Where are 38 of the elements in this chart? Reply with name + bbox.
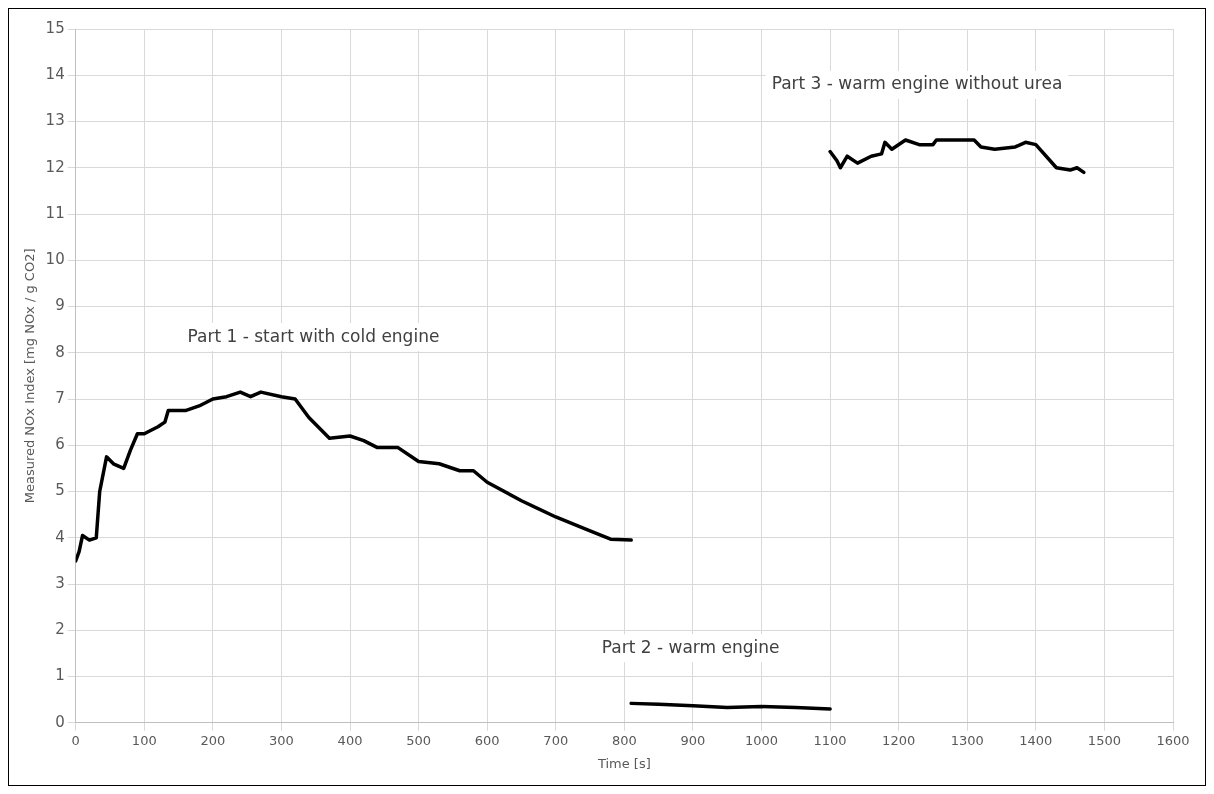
y-tick-label: 13 (45, 111, 65, 130)
y-tick-label: 12 (45, 157, 65, 176)
y-tick-label: 8 (55, 342, 65, 361)
y-tick-label: 6 (55, 435, 65, 454)
y-tick-label: 14 (45, 65, 65, 84)
x-tick-label: 800 (611, 732, 637, 748)
y-tick-label: 0 (55, 712, 65, 731)
x-tick-label: 200 (200, 732, 226, 748)
x-axis-title: Time [s] (596, 755, 651, 771)
y-tick-label: 9 (55, 296, 65, 315)
annotation: Part 3 - warm engine without urea (771, 73, 1063, 94)
y-tick-label: 4 (55, 527, 65, 546)
x-tick-label: 1400 (1019, 732, 1053, 748)
x-tick-label: 1200 (882, 732, 916, 748)
x-tick-label: 500 (406, 732, 432, 748)
y-tick-label: 1 (55, 666, 65, 685)
y-tick-label: 11 (45, 203, 65, 222)
x-tick-label: 600 (474, 732, 500, 748)
annotation: Part 1 - start with cold engine (187, 325, 440, 346)
annotation: Part 2 - warm engine (601, 636, 780, 657)
y-tick-label: 3 (55, 573, 65, 592)
x-tick-label: 1100 (813, 732, 847, 748)
y-tick-label: 15 (45, 18, 65, 37)
y-tick-label: 10 (45, 250, 65, 269)
x-tick-label: 100 (131, 732, 157, 748)
y-tick-label: 5 (55, 481, 65, 500)
x-tick-label: 1500 (1087, 732, 1121, 748)
x-tick-label: 1600 (1156, 732, 1190, 748)
x-tick-label: 900 (680, 732, 706, 748)
y-tick-label: 7 (55, 388, 65, 407)
y-tick-label: 2 (55, 620, 65, 639)
x-tick-label: 400 (337, 732, 363, 748)
x-tick-label: 700 (543, 732, 569, 748)
x-tick-label: 300 (269, 732, 294, 748)
y-axis-title: Measured NOx Index [mg NOx / g CO2] (22, 248, 38, 504)
x-tick-label: 1300 (950, 732, 984, 748)
x-tick-label: 0 (71, 732, 80, 748)
x-tick-label: 1000 (744, 732, 779, 748)
